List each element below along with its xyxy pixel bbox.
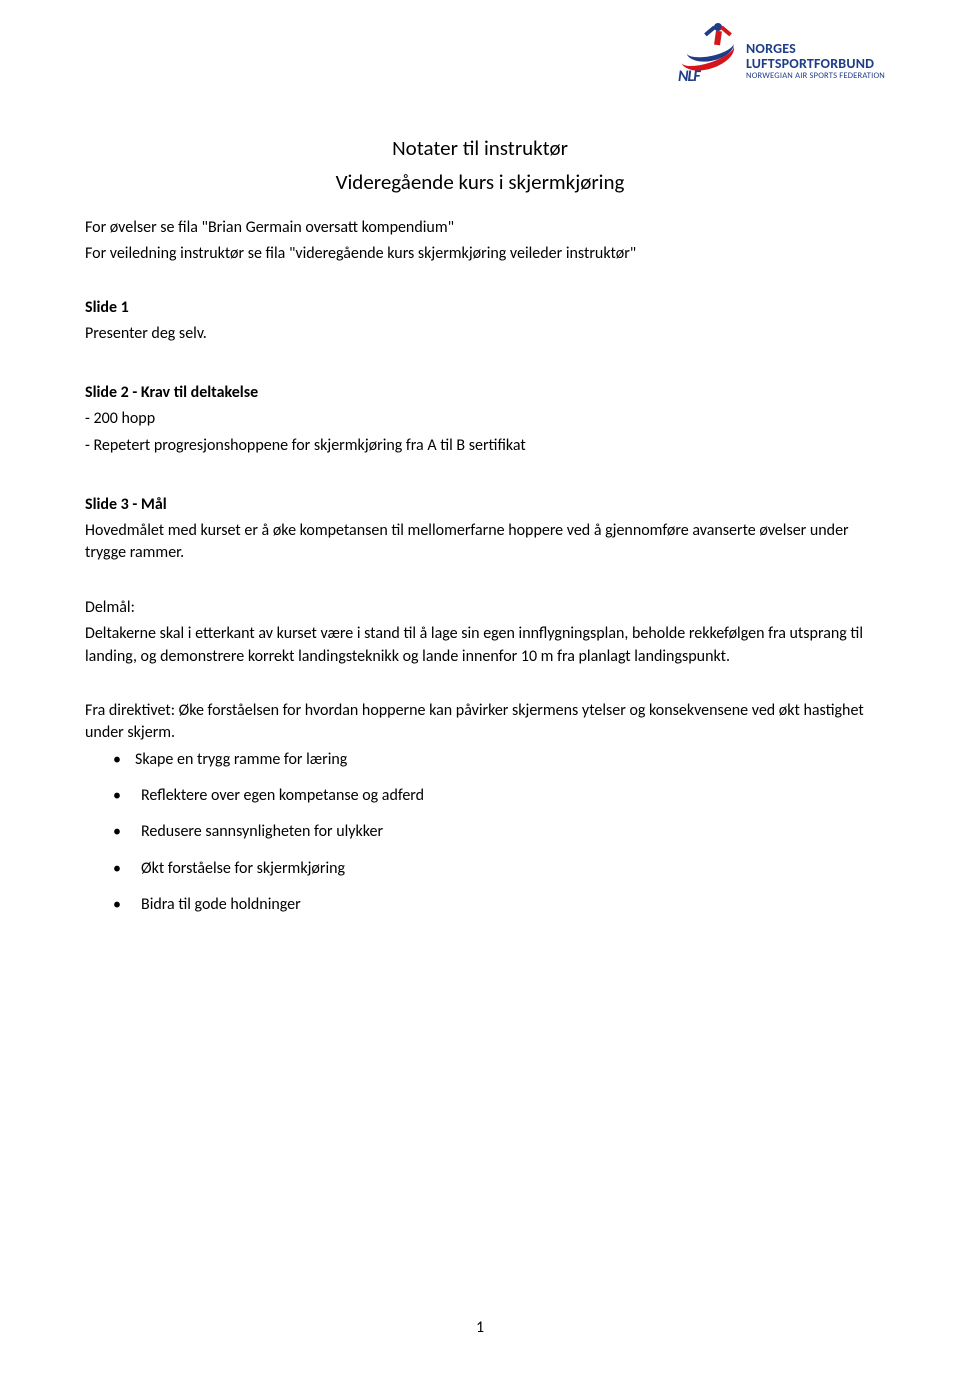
logo-line2: LUFTSPORTFORBUND	[746, 57, 885, 72]
title-main: Notater til instruktør	[85, 135, 875, 161]
slide3-delmal-label: Delmål:	[85, 597, 875, 619]
document-content: Notater til instruktør Videregående kurs…	[85, 135, 875, 917]
slide3-para3: Fra direktivet: Øke forståelsen for hvor…	[85, 700, 875, 745]
slide2-point2: - Repetert progresjonshoppene for skjerm…	[85, 435, 875, 457]
intro-line2: For veiledning instruktør se fila "vider…	[85, 243, 875, 265]
slide1-heading: Slide 1	[85, 298, 875, 317]
bullet-item: Økt forståelse for skjermkjøring	[113, 858, 875, 880]
title-sub: Videregående kurs i skjermkjøring	[85, 169, 875, 195]
bullet-item: Redusere sannsynligheten for ulykker	[113, 821, 875, 843]
slide2-point1: - 200 hopp	[85, 408, 875, 430]
bullet-item: Reflektere over egen kompetanse og adfer…	[113, 785, 875, 807]
intro-line1: For øvelser se fila "Brian Germain overs…	[85, 217, 875, 239]
slide1-text: Presenter deg selv.	[85, 323, 875, 345]
slide3-bullets: Skape en trygg ramme for læring Reflekte…	[85, 749, 875, 917]
bullet-item: Skape en trygg ramme for læring	[113, 749, 875, 771]
logo-line3: NORWEGIAN AIR SPORTS FEDERATION	[746, 72, 885, 81]
page-number: 1	[476, 1318, 484, 1337]
logo-abbrev: NLF	[678, 67, 700, 86]
logo-text: NORGES LUFTSPORTFORBUND NORWEGIAN AIR SP…	[746, 42, 885, 80]
slide3-para1: Hovedmålet med kurset er å øke kompetans…	[85, 520, 875, 565]
slide2-heading: Slide 2 - Krav til deltakelse	[85, 383, 875, 402]
slide3-heading: Slide 3 - Mål	[85, 495, 875, 514]
logo-icon: NLF	[678, 25, 738, 90]
bullet-item: Bidra til gode holdninger	[113, 894, 875, 916]
slide3-para2: Deltakerne skal i etterkant av kurset væ…	[85, 623, 875, 668]
document-page: NLF NORGES LUFTSPORTFORBUND NORWEGIAN AI…	[0, 0, 960, 1377]
logo: NLF NORGES LUFTSPORTFORBUND NORWEGIAN AI…	[678, 25, 885, 90]
